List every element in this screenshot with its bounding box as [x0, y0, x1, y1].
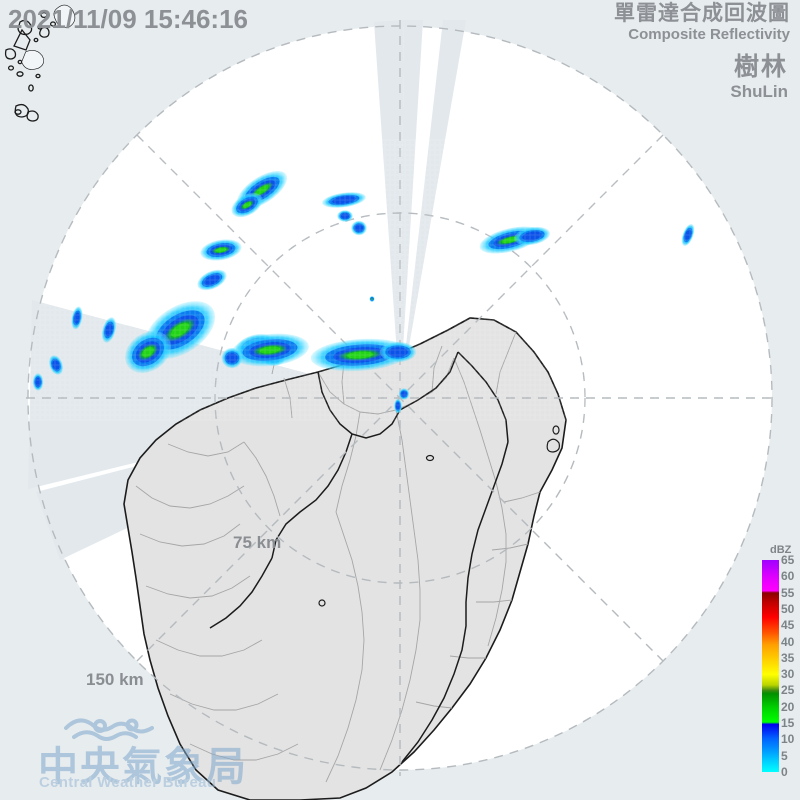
echo-cell-12-inner	[226, 353, 238, 363]
reflectivity-echo-layer	[28, 139, 772, 421]
echo-cell-14-inner	[388, 347, 408, 357]
colorbar-tick-50: 50	[781, 601, 795, 616]
echo-cell-11-core-peak	[259, 346, 281, 354]
cloud-wave-logo-icon	[64, 718, 154, 741]
timestamp-label: 2021/11/09 15:46:16	[8, 4, 248, 34]
product-title-block: 單雷達合成回波圖 Composite Reflectivity	[614, 2, 790, 44]
echo-cell-4-inner	[354, 224, 364, 232]
echo-cell-19-inner	[74, 312, 80, 324]
echo-cell-24-inner	[401, 391, 407, 397]
product-title-zh: 單雷達合成回波圖	[614, 2, 790, 25]
cwb-watermark-zh: 中央氣象局	[38, 745, 248, 789]
colorbar-tick-40: 40	[781, 634, 795, 649]
echo-cell-2-inner	[332, 196, 356, 204]
echo-cell-8-core-peak	[142, 347, 154, 357]
station-name-en: ShuLin	[730, 81, 788, 101]
echo-cell-5-core-peak	[215, 247, 227, 253]
colorbar-tick-10: 10	[781, 732, 795, 747]
radial-ne-sw	[136, 134, 664, 662]
echo-cell-1-core-peak	[243, 202, 251, 208]
colorbar-tick-20: 20	[781, 699, 795, 714]
cwb-watermark-en: Central Weather Bureau	[39, 774, 217, 791]
dbz-colorbar-legend: dBZ 65 60 55 50 45 40 35 30 25 20 15 10 5 0	[758, 544, 800, 784]
echo-cell-13-core-peak	[347, 351, 373, 359]
echo-cell-23-core-peak	[371, 298, 373, 300]
offshore-islets	[318, 425, 560, 607]
county-boundaries-major	[209, 351, 509, 763]
echo-cell-25-inner	[395, 402, 401, 410]
station-name-block: 樹林 ShuLin	[730, 53, 788, 102]
administrative-boundaries	[135, 331, 541, 783]
colorbar-tick-55: 55	[781, 585, 795, 600]
taiwan-landmass	[123, 317, 567, 800]
echo-pixel-grid	[28, 139, 772, 421]
colorbar-tick-25: 25	[781, 683, 795, 698]
station-name-zh: 樹林	[733, 53, 788, 81]
colorbar-tick-5: 5	[781, 748, 788, 763]
echo-cell-17-inner	[684, 229, 692, 241]
echo-cell-7-core-peak	[171, 323, 189, 337]
range-ring-label-150km: 150 km	[86, 670, 144, 689]
colorbar-unit-label: dBZ	[770, 544, 792, 556]
echo-cell-20-inner	[52, 360, 60, 370]
cwb-watermark: 中央氣象局 Central Weather Bureau	[8, 712, 246, 792]
colorbar-tick-65: 65	[781, 553, 795, 567]
echo-cell-0-core-peak	[255, 185, 269, 195]
mainland-coast-fill	[22, 5, 75, 70]
colorbar-tick-35: 35	[781, 650, 795, 665]
product-title-en: Composite Reflectivity	[628, 25, 790, 43]
echo-cell-6-inner	[204, 274, 220, 286]
colorbar-tick-30: 30	[781, 667, 795, 682]
colorbar-gradient	[762, 560, 779, 772]
colorbar-tick-60: 60	[781, 569, 795, 584]
range-rings-overlay	[26, 20, 774, 776]
echo-cell-21-inner	[35, 377, 41, 387]
colorbar-tick-0: 0	[781, 765, 788, 779]
echo-cell-18-inner	[105, 323, 113, 337]
map-layer	[4, 4, 567, 800]
colorbar-tick-15: 15	[781, 716, 795, 731]
range-ring-label-75km: 75 km	[233, 533, 282, 552]
echo-cell-3-inner	[340, 213, 350, 219]
echo-cell-16-inner	[522, 231, 542, 241]
echo-cell-15-core-peak	[502, 236, 518, 244]
colorbar-tick-45: 45	[781, 618, 795, 633]
